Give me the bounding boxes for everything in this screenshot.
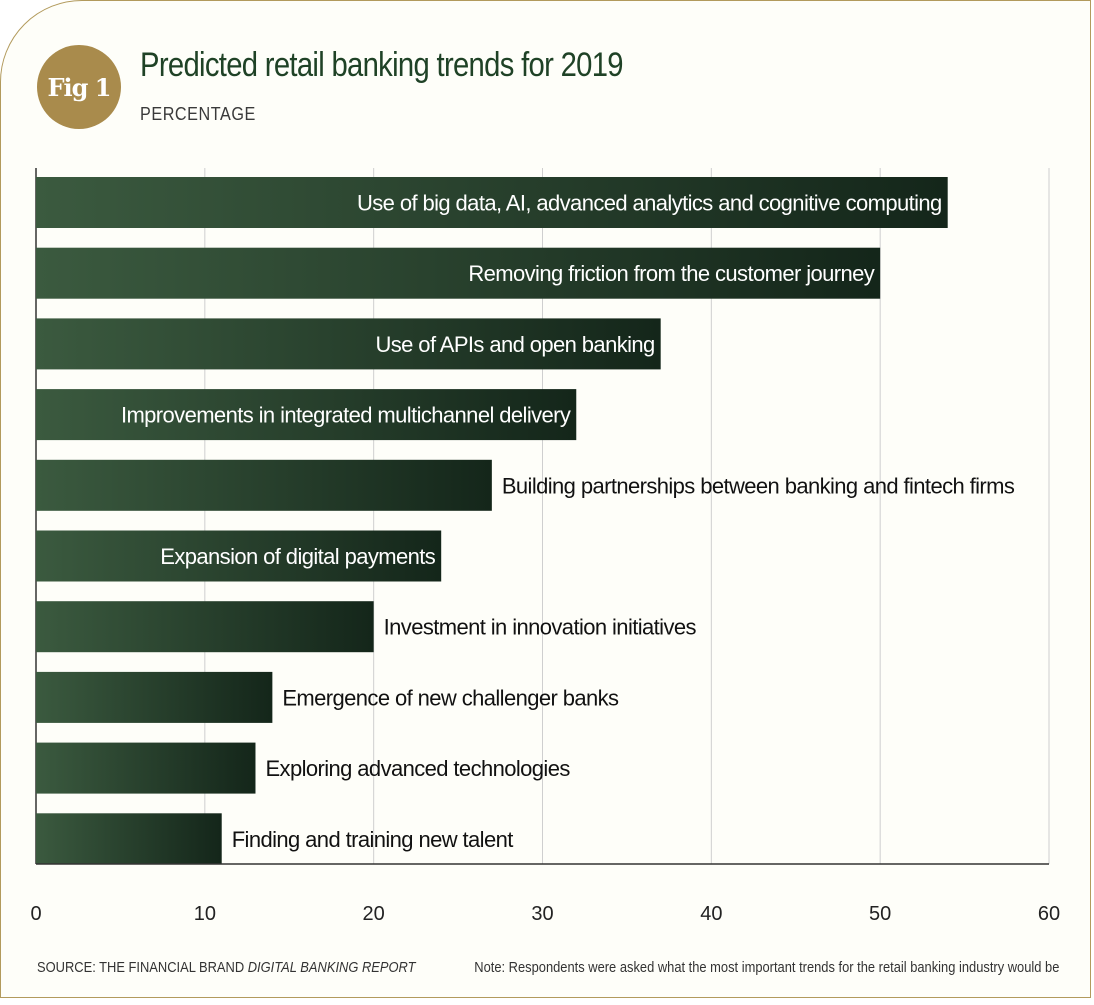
bar — [36, 601, 374, 653]
x-tick-label: 60 — [1038, 903, 1060, 925]
x-axis: 0 10 20 30 40 50 60 — [30, 863, 1060, 925]
chart-title: Predicted retail banking trends for 2019 — [140, 46, 624, 84]
bar-label: Emergence of new challenger banks — [282, 685, 619, 710]
bar — [36, 459, 492, 511]
bar-label: Expansion of digital payments — [160, 544, 435, 569]
source-report-name: DIGITAL BANKING REPORT — [247, 959, 416, 976]
badge-label: Fig 1 — [47, 72, 112, 102]
bar — [36, 530, 442, 582]
x-tick-label: 10 — [194, 903, 216, 925]
x-tick-label: 50 — [869, 903, 891, 925]
bars: Use of big data, AI, advanced analytics … — [36, 177, 1015, 865]
bar — [36, 318, 661, 370]
source-prefix: SOURCE: THE FINANCIAL BRAND — [37, 959, 248, 976]
source-note: SOURCE: THE FINANCIAL BRAND DIGITAL BANK… — [37, 959, 415, 976]
bar-label: Building partnerships between banking an… — [502, 473, 1015, 498]
bar-label: Use of big data, AI, advanced analytics … — [357, 191, 942, 216]
x-tick-label: 0 — [30, 903, 41, 925]
bar-label: Removing friction from the customer jour… — [468, 261, 874, 286]
bar-label: Exploring advanced technologies — [265, 756, 570, 781]
bar-label: Investment in innovation initiatives — [384, 615, 697, 640]
bar — [36, 389, 577, 441]
footnote: Note: Respondents were asked what the mo… — [473, 959, 1059, 976]
bar — [36, 742, 256, 794]
chart-subtitle: PERCENTAGE — [140, 104, 256, 124]
bar-label: Improvements in integrated multichannel … — [121, 403, 571, 428]
figure-badge: Fig 1 — [37, 45, 121, 129]
bar-label: Finding and training new talent — [232, 827, 514, 852]
x-tick-label: 20 — [363, 903, 385, 925]
x-tick-label: 40 — [700, 903, 722, 925]
bar — [36, 813, 222, 865]
bar-label: Use of APIs and open banking — [375, 332, 654, 357]
x-tick-label: 30 — [531, 903, 553, 925]
bar — [36, 671, 273, 723]
bar — [36, 247, 881, 299]
bar — [36, 177, 948, 228]
